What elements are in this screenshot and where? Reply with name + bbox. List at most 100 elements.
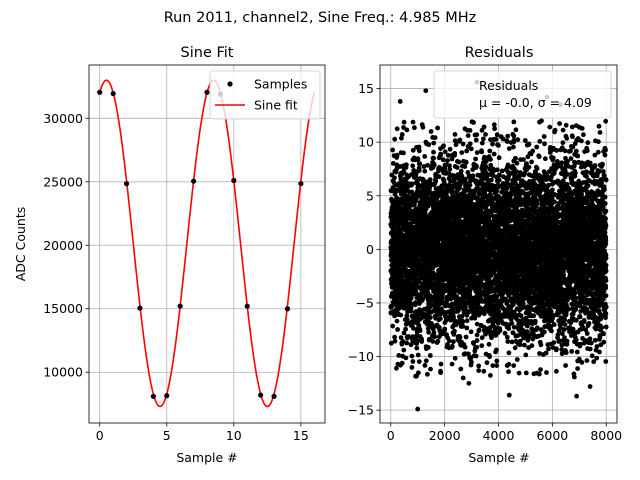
sine-fit-curve-layer xyxy=(98,79,316,408)
residual-point xyxy=(410,359,416,364)
residual-point xyxy=(489,177,494,183)
residual-point xyxy=(481,368,487,374)
residual-point xyxy=(428,129,434,134)
residual-point xyxy=(454,165,460,170)
legend-sine-fit-label: Sine fit xyxy=(254,98,298,113)
residuals-title: Residuals xyxy=(465,45,534,61)
residual-point xyxy=(491,122,497,128)
residuals-points-layer xyxy=(388,79,609,412)
residual-point xyxy=(390,147,395,153)
residual-point xyxy=(481,311,487,317)
residual-point xyxy=(425,345,431,350)
residual-point xyxy=(409,353,415,359)
residual-point xyxy=(399,360,405,366)
residual-point xyxy=(420,124,426,130)
residual-point xyxy=(497,328,503,333)
residual-point xyxy=(451,310,456,316)
residual-point xyxy=(483,164,489,169)
residual-point xyxy=(506,361,512,367)
residual-point xyxy=(514,160,520,166)
residual-point xyxy=(394,152,400,158)
residual-point xyxy=(464,148,470,154)
residual-point xyxy=(494,363,500,368)
residual-point xyxy=(417,161,423,167)
residual-point xyxy=(389,303,395,309)
sine-fit-ytick-label: 30000 xyxy=(43,111,83,126)
residual-point xyxy=(488,157,493,162)
residual-point xyxy=(487,354,492,360)
residual-point xyxy=(470,173,476,179)
residual-point xyxy=(474,132,480,138)
residual-point xyxy=(479,149,485,155)
residual-point xyxy=(467,127,473,133)
residual-point xyxy=(394,126,400,132)
residual-point xyxy=(425,371,430,377)
residual-point xyxy=(410,119,416,125)
residual-point xyxy=(398,335,404,340)
residual-point xyxy=(417,328,423,333)
residual-point xyxy=(462,164,468,170)
residual-point xyxy=(396,353,402,358)
sine-fit-grid xyxy=(89,65,325,423)
residual-point xyxy=(475,186,481,192)
sine-fit-xtick-label: 15 xyxy=(293,428,309,443)
sample-point xyxy=(123,181,130,187)
residual-point xyxy=(452,132,458,137)
residual-point xyxy=(497,172,502,178)
residual-point xyxy=(403,326,408,332)
residual-point xyxy=(419,339,425,344)
sine-fit-xtick-label: 5 xyxy=(163,428,171,443)
sample-point xyxy=(97,89,103,95)
residual-point xyxy=(509,320,515,326)
sine-fit-chart: Sine Fit 0 5 10 151000015000200002500030000… xyxy=(13,45,326,465)
residual-point xyxy=(469,359,474,365)
residual-point xyxy=(431,330,437,335)
residual-point xyxy=(422,154,428,159)
residual-point xyxy=(485,172,491,178)
residual-point xyxy=(415,157,421,163)
residual-point xyxy=(488,162,494,168)
residual-point xyxy=(438,370,443,375)
residual-point xyxy=(465,133,471,139)
residual-point xyxy=(423,358,429,364)
residual-point xyxy=(473,137,479,143)
sine-fit-ytick-label: 20000 xyxy=(43,238,83,253)
residual-point xyxy=(441,143,446,149)
residual-point xyxy=(449,361,455,367)
residual-point xyxy=(417,279,422,285)
residual-point xyxy=(462,344,468,350)
residual-point xyxy=(416,144,422,150)
residual-point xyxy=(449,156,455,162)
residual-point xyxy=(511,119,517,125)
sample-point xyxy=(244,303,250,309)
residual-point xyxy=(408,342,414,348)
residual-point xyxy=(479,343,485,349)
residual-point xyxy=(505,133,511,139)
residuals-chart: Residuals 0 2000 4000 6000 8000−15−10−505101… xyxy=(348,45,623,465)
sample-point xyxy=(271,393,277,399)
residual-point xyxy=(481,124,487,130)
sine-fit-xlabel: Sample # xyxy=(176,450,237,465)
residual-point xyxy=(504,334,510,340)
residual-point xyxy=(459,150,465,156)
residual-point xyxy=(431,162,437,168)
residual-point xyxy=(392,136,398,142)
residual-point xyxy=(463,334,469,340)
residual-point xyxy=(479,335,485,341)
residual-point xyxy=(494,347,499,353)
residual-point xyxy=(412,125,417,131)
residual-point xyxy=(446,338,452,344)
residual-point xyxy=(511,363,517,368)
residual-point xyxy=(447,166,453,172)
residual-point xyxy=(392,175,397,181)
residual-point xyxy=(467,288,473,293)
residual-point xyxy=(410,181,415,187)
sample-point xyxy=(231,177,237,184)
residual-point xyxy=(452,151,458,156)
residual-point xyxy=(464,325,470,331)
residual-point xyxy=(408,302,414,308)
sine-fit-line xyxy=(98,79,316,408)
residual-point xyxy=(453,142,459,148)
residual-point xyxy=(458,168,464,174)
